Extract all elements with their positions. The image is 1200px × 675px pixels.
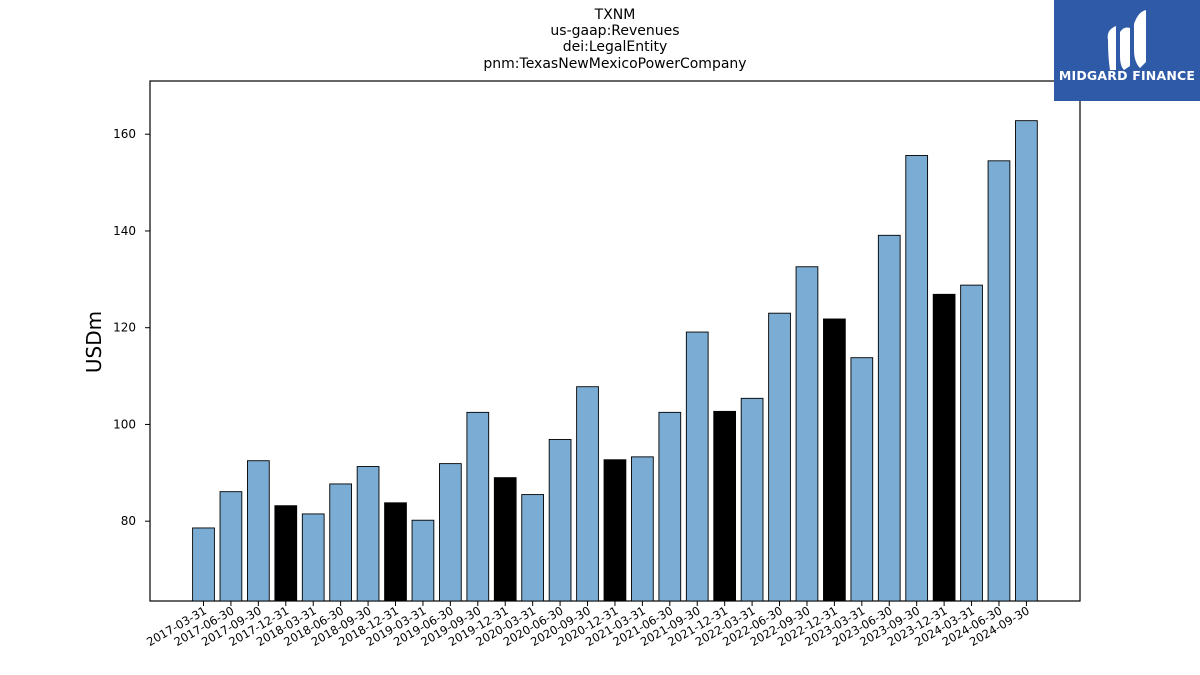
bar-2019-09-30: [466, 411, 490, 602]
midgard-finance-logo: MIDGARD FINANCE: [1054, 0, 1200, 101]
bar-2020-12-31: [603, 459, 627, 602]
bar-2022-12-31: [823, 318, 846, 602]
bar-2022-03-31: [740, 397, 764, 602]
title-concept: us-gaap:Revenues: [550, 23, 680, 39]
bar-2020-09-30: [576, 386, 599, 602]
bar-2019-06-30: [439, 463, 462, 602]
bar-2018-12-31: [384, 502, 407, 602]
y-tick-label-160: 160: [113, 127, 136, 141]
y-axis-label: USDm: [82, 311, 106, 373]
bar-2021-12-31: [713, 410, 737, 602]
midgard-logo-icon: [1054, 0, 1200, 101]
bar-2022-09-30: [795, 266, 819, 602]
bar-2018-06-30: [329, 483, 352, 602]
bar-2024-06-30: [987, 160, 1011, 602]
bar-2019-03-31: [411, 519, 435, 602]
title-dimension: dei:LegalEntity: [562, 39, 668, 55]
bar-2021-09-30: [685, 331, 709, 602]
bar-2024-09-30: [1015, 120, 1038, 602]
y-tick-label-140: 140: [113, 224, 136, 238]
bar-2017-12-31: [274, 505, 298, 602]
bar-2020-06-30: [548, 438, 572, 602]
bar-2023-06-30: [877, 234, 901, 602]
title-ticker: TXNM: [594, 7, 636, 23]
bar-2017-09-30: [247, 460, 270, 602]
logo-text: MIDGARD FINANCE: [1058, 68, 1196, 83]
bar-2021-03-31: [631, 456, 654, 602]
y-tick-label-120: 120: [113, 321, 136, 335]
title-member: pnm:TexasNewMexicoPowerCompany: [483, 56, 747, 72]
bar-2019-12-31: [493, 477, 517, 602]
y-tick-label-100: 100: [113, 417, 136, 431]
bar-2018-09-30: [356, 466, 380, 602]
bar-2024-03-31: [960, 284, 983, 602]
bar-2017-06-30: [219, 491, 243, 602]
bar-2021-06-30: [658, 411, 682, 602]
bar-2017-03-31: [192, 527, 215, 602]
bar-2023-12-31: [932, 293, 956, 602]
bar-2023-09-30: [905, 155, 929, 602]
bar-2018-03-31: [301, 513, 325, 602]
y-tick-label-80: 80: [121, 514, 136, 528]
bar-2020-03-31: [521, 494, 545, 602]
bar-2022-06-30: [768, 312, 791, 602]
bar-2023-03-31: [850, 357, 874, 602]
